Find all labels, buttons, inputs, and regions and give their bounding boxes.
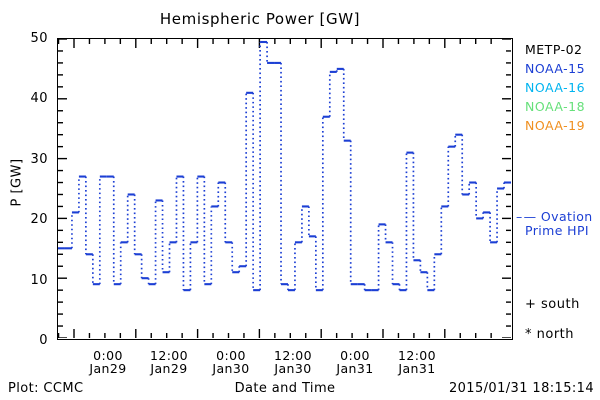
- x-tick-time-5: 12:00: [397, 348, 437, 363]
- x-tick-time-0: 0:00: [93, 348, 123, 363]
- x-tick-date-1: Jan29: [150, 361, 188, 376]
- legend-marker-north: * north: [525, 327, 575, 342]
- x-tick-date-3: Jan30: [274, 361, 312, 376]
- x-tick-label-3: 12:00 Jan30: [248, 349, 338, 375]
- legend-item-noaa-18[interactable]: NOAA-18: [525, 99, 586, 114]
- x-tick-label-2: 0:00 Jan30: [186, 349, 276, 375]
- x-tick-time-2: 0:00: [216, 348, 246, 363]
- y-axis-ticks: [58, 39, 511, 338]
- legend-ovation-line2: Prime HPI: [525, 223, 589, 238]
- y-tick-label-50: 50: [30, 31, 48, 46]
- page-title: Hemispheric Power [GW]: [159, 10, 361, 28]
- x-tick-date-5: Jan31: [398, 361, 436, 376]
- legend-item-noaa-16[interactable]: NOAA-16: [525, 80, 586, 95]
- x-tick-date-0: Jan29: [89, 361, 127, 376]
- legend-satellites: METP-02 NOAA-15 NOAA-16 NOAA-18 NOAA-19: [525, 40, 585, 135]
- x-axis-label: Date and Time: [234, 381, 336, 396]
- legend-item-noaa-19[interactable]: NOAA-19: [525, 118, 586, 133]
- ovation-dash-icon: –: [516, 209, 523, 224]
- x-tick-label-0: 0:00 Jan29: [63, 349, 153, 375]
- x-axis-ticks: [58, 39, 492, 338]
- legend-ovation-line1: — Ovation: [523, 209, 593, 224]
- plot-area: [57, 38, 513, 340]
- x-tick-label-1: 12:00 Jan29: [124, 349, 214, 375]
- y-tick-label-20: 20: [30, 212, 48, 227]
- y-tick-label-40: 40: [30, 91, 48, 106]
- y-tick-label-10: 10: [30, 273, 48, 288]
- y-tick-label-30: 30: [30, 152, 48, 167]
- legend-item-noaa-15[interactable]: NOAA-15: [525, 61, 586, 76]
- footer-plot-source: Plot: CCMC: [8, 381, 84, 396]
- legend-ovation-prime: –— Ovation Prime HPI: [516, 210, 593, 238]
- plot-canvas: [58, 39, 511, 338]
- x-tick-date-4: Jan31: [336, 361, 374, 376]
- data-series-layer: [58, 40, 511, 292]
- x-tick-time-3: 12:00: [273, 348, 313, 363]
- legend-item-metp-02[interactable]: METP-02: [525, 42, 583, 57]
- legend-marker-south: + south: [525, 297, 580, 312]
- x-tick-label-4: 0:00 Jan31: [310, 349, 400, 375]
- x-tick-date-2: Jan30: [212, 361, 250, 376]
- x-tick-time-1: 12:00: [149, 348, 189, 363]
- x-tick-time-4: 0:00: [340, 348, 370, 363]
- y-tick-label-0: 0: [39, 333, 48, 348]
- x-tick-label-5: 12:00 Jan31: [372, 349, 462, 375]
- footer-timestamp: 2015/01/31 18:15:14: [448, 381, 594, 396]
